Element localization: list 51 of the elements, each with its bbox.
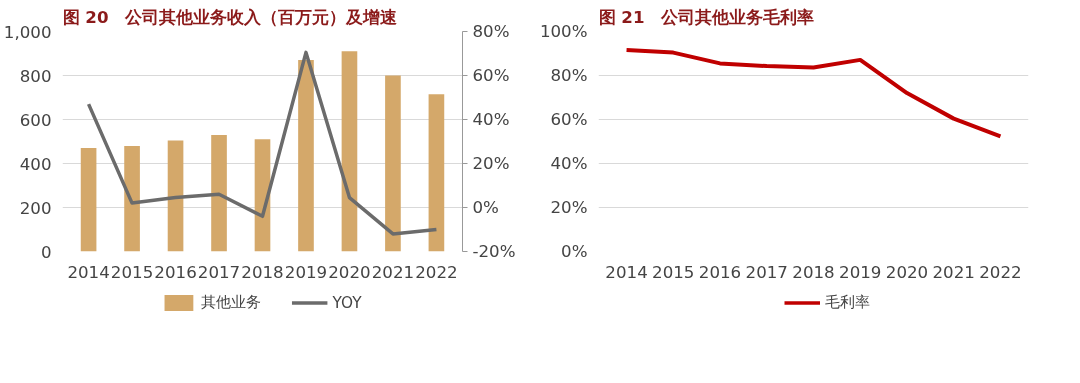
x-tick-label: 2021 xyxy=(371,262,415,282)
x-tick-label: 2019 xyxy=(839,262,882,282)
chart-title: 图 20 公司其他业务收入（百万元）及增速 xyxy=(62,7,398,27)
bar xyxy=(341,51,358,252)
bar xyxy=(385,75,401,252)
bar xyxy=(298,60,314,252)
x-tick-label: 2017 xyxy=(745,262,788,282)
line-series xyxy=(624,47,1003,139)
x-tick-label: 2020 xyxy=(328,262,371,282)
bar xyxy=(211,134,227,252)
bar xyxy=(167,140,184,252)
x-tick-label: 2014 xyxy=(605,262,648,282)
x-tick-label: 2014 xyxy=(67,262,110,282)
bar xyxy=(124,145,140,252)
y2-tick-label: 0% xyxy=(472,198,499,217)
y2-tick-label: 20% xyxy=(472,154,510,173)
y-tick-label: 60% xyxy=(550,110,588,129)
y2-tick-label: 40% xyxy=(472,110,510,129)
y-tick-label: 800 xyxy=(19,66,52,86)
x-tick-label: 2015 xyxy=(652,262,695,282)
bar xyxy=(80,148,97,252)
y-tick-label: 40% xyxy=(550,154,588,173)
y2-tick-label: 80% xyxy=(472,22,510,41)
chart-title: 图 21 公司其他业务毛利率 xyxy=(598,7,815,27)
y2-tick-label: -20% xyxy=(472,242,516,261)
x-tick-label: 2021 xyxy=(932,262,975,282)
x-tick-label: 2016 xyxy=(154,262,197,282)
legend-label: YOY xyxy=(332,293,362,311)
y-tick-label: 0 xyxy=(40,242,52,262)
x-tick-label: 2018 xyxy=(792,262,835,282)
x-tick-label: 2022 xyxy=(415,262,458,282)
x-tick-label: 2020 xyxy=(885,262,929,282)
y-tick-label: 1,000 xyxy=(3,22,52,42)
x-tick-label: 2015 xyxy=(110,262,154,282)
x-tick-label: 2016 xyxy=(698,262,742,282)
x-tick-label: 2019 xyxy=(284,262,328,282)
legend-label: 其他业务 xyxy=(201,291,262,313)
y-tick-label: 400 xyxy=(19,154,52,174)
y-tick-label: 600 xyxy=(19,110,52,130)
y-tick-label: 0% xyxy=(561,242,588,261)
legend-label: 毛利率 xyxy=(825,291,870,313)
x-tick-label: 2022 xyxy=(979,262,1022,282)
line-series xyxy=(86,50,439,236)
y-tick-label: 20% xyxy=(550,198,588,217)
y-tick-label: 200 xyxy=(19,198,52,218)
bar xyxy=(428,94,445,252)
y-tick-label: 80% xyxy=(550,66,588,85)
y2-tick-label: 60% xyxy=(472,66,510,85)
y-tick-label: 100% xyxy=(539,22,588,41)
x-tick-label: 2018 xyxy=(241,262,284,282)
x-tick-label: 2017 xyxy=(197,262,241,282)
